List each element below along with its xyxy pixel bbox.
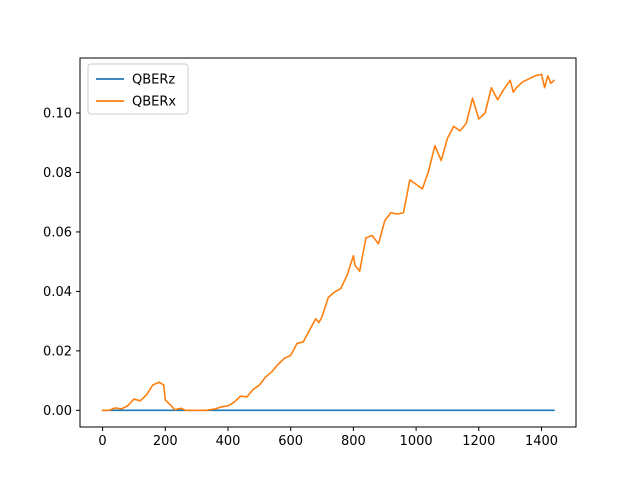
y-tick-label: 0.04 xyxy=(43,285,72,300)
plot-background xyxy=(80,58,576,427)
legend-label-qberz: QBERz xyxy=(132,73,175,88)
y-tick-label: 0.00 xyxy=(43,404,72,419)
legend-label-qberx: QBERx xyxy=(132,95,176,110)
series-layer xyxy=(101,73,555,412)
y-tick-label: 0.08 xyxy=(43,166,72,181)
y-axis-ticks: 0.00 0.02 0.04 0.06 0.08 0.10 xyxy=(43,107,80,419)
series-line-qberx xyxy=(101,73,555,412)
legend: QBERz QBERx xyxy=(87,63,189,115)
x-tick-label: 600 xyxy=(278,434,303,449)
x-tick-label: 0 xyxy=(98,434,106,449)
x-tick-label: 1000 xyxy=(400,434,433,449)
x-tick-label: 400 xyxy=(216,434,241,449)
x-tick-label: 200 xyxy=(153,434,178,449)
x-axis-ticks: 0 200 400 600 800 1000 1200 1400 xyxy=(98,427,558,449)
x-tick-label: 1200 xyxy=(462,434,495,449)
x-tick-label: 1400 xyxy=(525,434,558,449)
y-tick-label: 0.10 xyxy=(43,107,72,122)
y-tick-label: 0.06 xyxy=(43,225,72,240)
x-tick-label: 800 xyxy=(341,434,366,449)
y-tick-label: 0.02 xyxy=(43,344,72,359)
plot-frame xyxy=(79,57,577,428)
